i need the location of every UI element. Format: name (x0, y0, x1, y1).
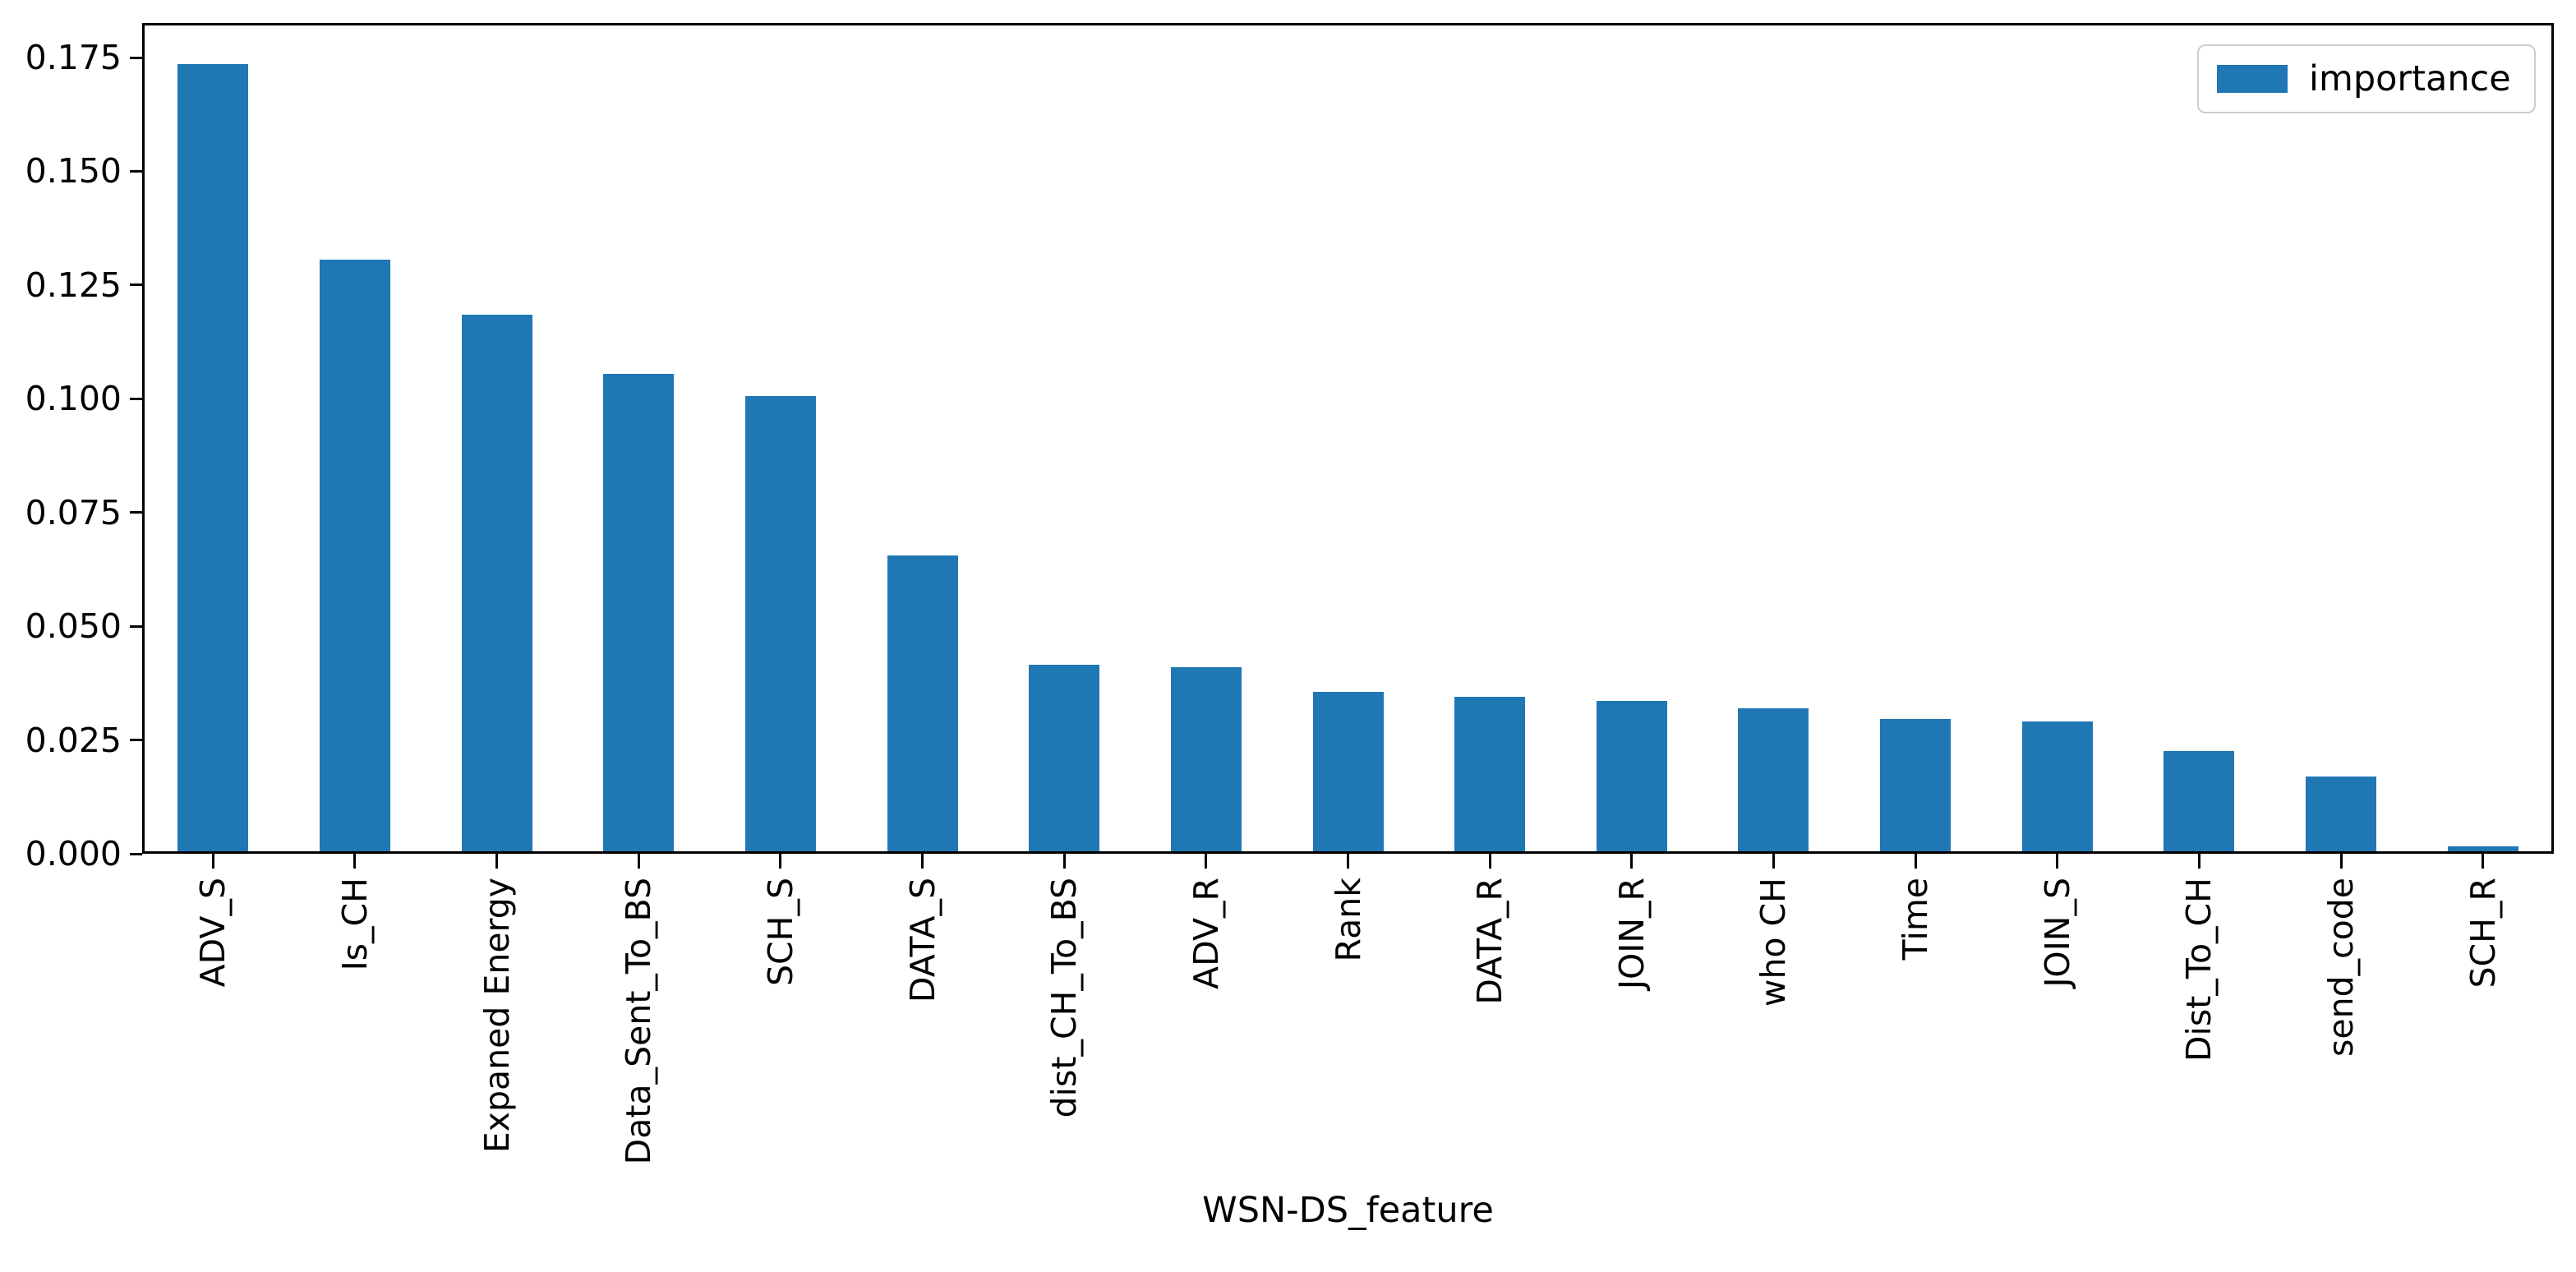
x-tick-mark-adv-s (211, 854, 214, 869)
legend-label: importance (2309, 58, 2511, 99)
x-axis-title: WSN-DS_feature (1202, 1190, 1494, 1231)
bar-adv-s (177, 64, 249, 851)
y-tick-label-0.150: 0.150 (25, 151, 122, 191)
legend-swatch-importance (2217, 65, 2288, 93)
bar-sch-r (2447, 846, 2518, 851)
plot-area (142, 23, 2554, 854)
bar-data-r (1454, 697, 1526, 851)
bar-who-ch (1738, 708, 1809, 851)
x-tick-label-adv-r: ADV_R (1186, 878, 1226, 989)
x-tick-mark-join-s (2056, 854, 2059, 869)
y-tick-label-0.050: 0.050 (25, 606, 122, 647)
x-tick-label-adv-s: ADV_S (193, 878, 233, 988)
bar-time (1880, 719, 1952, 851)
bar-is-ch (319, 260, 390, 851)
x-tick-mark-expaned-energy (495, 854, 499, 869)
y-tick-label-0.075: 0.075 (25, 492, 122, 532)
x-tick-label-who-ch: who CH (1753, 878, 1794, 1007)
x-tick-mark-data-s (921, 854, 924, 869)
x-tick-label-data-sent-to-bs: Data_Sent_To_BS (619, 878, 659, 1165)
x-tick-mark-dist-ch-to-bs (1062, 854, 1066, 869)
bar-send-code (2306, 777, 2377, 851)
x-tick-mark-who-ch (1772, 854, 1775, 869)
y-tick-label-0.125: 0.125 (25, 265, 122, 305)
bar-join-r (1596, 701, 1667, 851)
x-tick-mark-adv-r (1205, 854, 1208, 869)
x-tick-label-join-r: JOIN_R (1611, 878, 1652, 990)
x-tick-label-rank: Rank (1328, 878, 1368, 962)
x-tick-mark-sch-s (779, 854, 782, 869)
bar-dist-to-ch (2164, 751, 2235, 851)
x-tick-label-join-s: JOIN_S (2037, 878, 2077, 988)
legend: importance (2197, 44, 2536, 113)
x-tick-mark-data-sent-to-bs (637, 854, 640, 869)
x-tick-mark-sch-r (2482, 854, 2485, 869)
y-tick-label-0.025: 0.025 (25, 720, 122, 760)
bar-sch-s (744, 396, 816, 851)
x-tick-mark-is-ch (353, 854, 357, 869)
x-tick-mark-time (1914, 854, 1917, 869)
x-tick-label-data-r: DATA_R (1470, 878, 1510, 1005)
bar-rank (1312, 692, 1384, 851)
y-tick-mark-0.075 (130, 511, 142, 514)
x-tick-mark-dist-to-ch (2197, 854, 2200, 869)
x-tick-mark-send-code (2339, 854, 2343, 869)
y-tick-label-0.000: 0.000 (25, 834, 122, 873)
x-tick-label-dist-to-ch: Dist_To_CH (2179, 878, 2219, 1062)
y-tick-mark-0.100 (130, 397, 142, 400)
bar-data-s (887, 555, 958, 851)
y-tick-mark-0.025 (130, 739, 142, 742)
x-tick-label-sch-s: SCH_S (760, 878, 800, 987)
bar-data-sent-to-bs (603, 374, 675, 851)
y-tick-mark-0.175 (130, 56, 142, 59)
x-tick-mark-data-r (1488, 854, 1491, 869)
x-tick-label-sch-r: SCH_R (2463, 878, 2503, 989)
bar-adv-r (1170, 667, 1242, 851)
y-tick-mark-0.050 (130, 624, 142, 628)
bar-join-s (2021, 721, 2093, 851)
x-tick-mark-join-r (1630, 854, 1634, 869)
x-tick-label-is-ch: Is_CH (334, 878, 375, 971)
x-tick-label-dist-ch-to-bs: dist_CH_To_BS (1044, 878, 1085, 1118)
x-tick-label-send-code: send_code (2321, 878, 2362, 1057)
x-tick-mark-rank (1347, 854, 1349, 869)
y-tick-mark-0.000 (130, 852, 142, 855)
y-tick-mark-0.150 (130, 169, 142, 173)
bar-expaned-energy (461, 315, 532, 851)
y-tick-label-0.100: 0.100 (25, 379, 122, 419)
x-tick-label-data-s: DATA_S (902, 878, 942, 1003)
y-tick-label-0.175: 0.175 (25, 38, 122, 78)
y-tick-mark-0.125 (130, 283, 142, 287)
x-tick-label-time: Time (1896, 878, 1936, 961)
x-tick-label-expaned-energy: Expaned Energy (477, 878, 517, 1154)
bar-dist-ch-to-bs (1029, 665, 1100, 851)
